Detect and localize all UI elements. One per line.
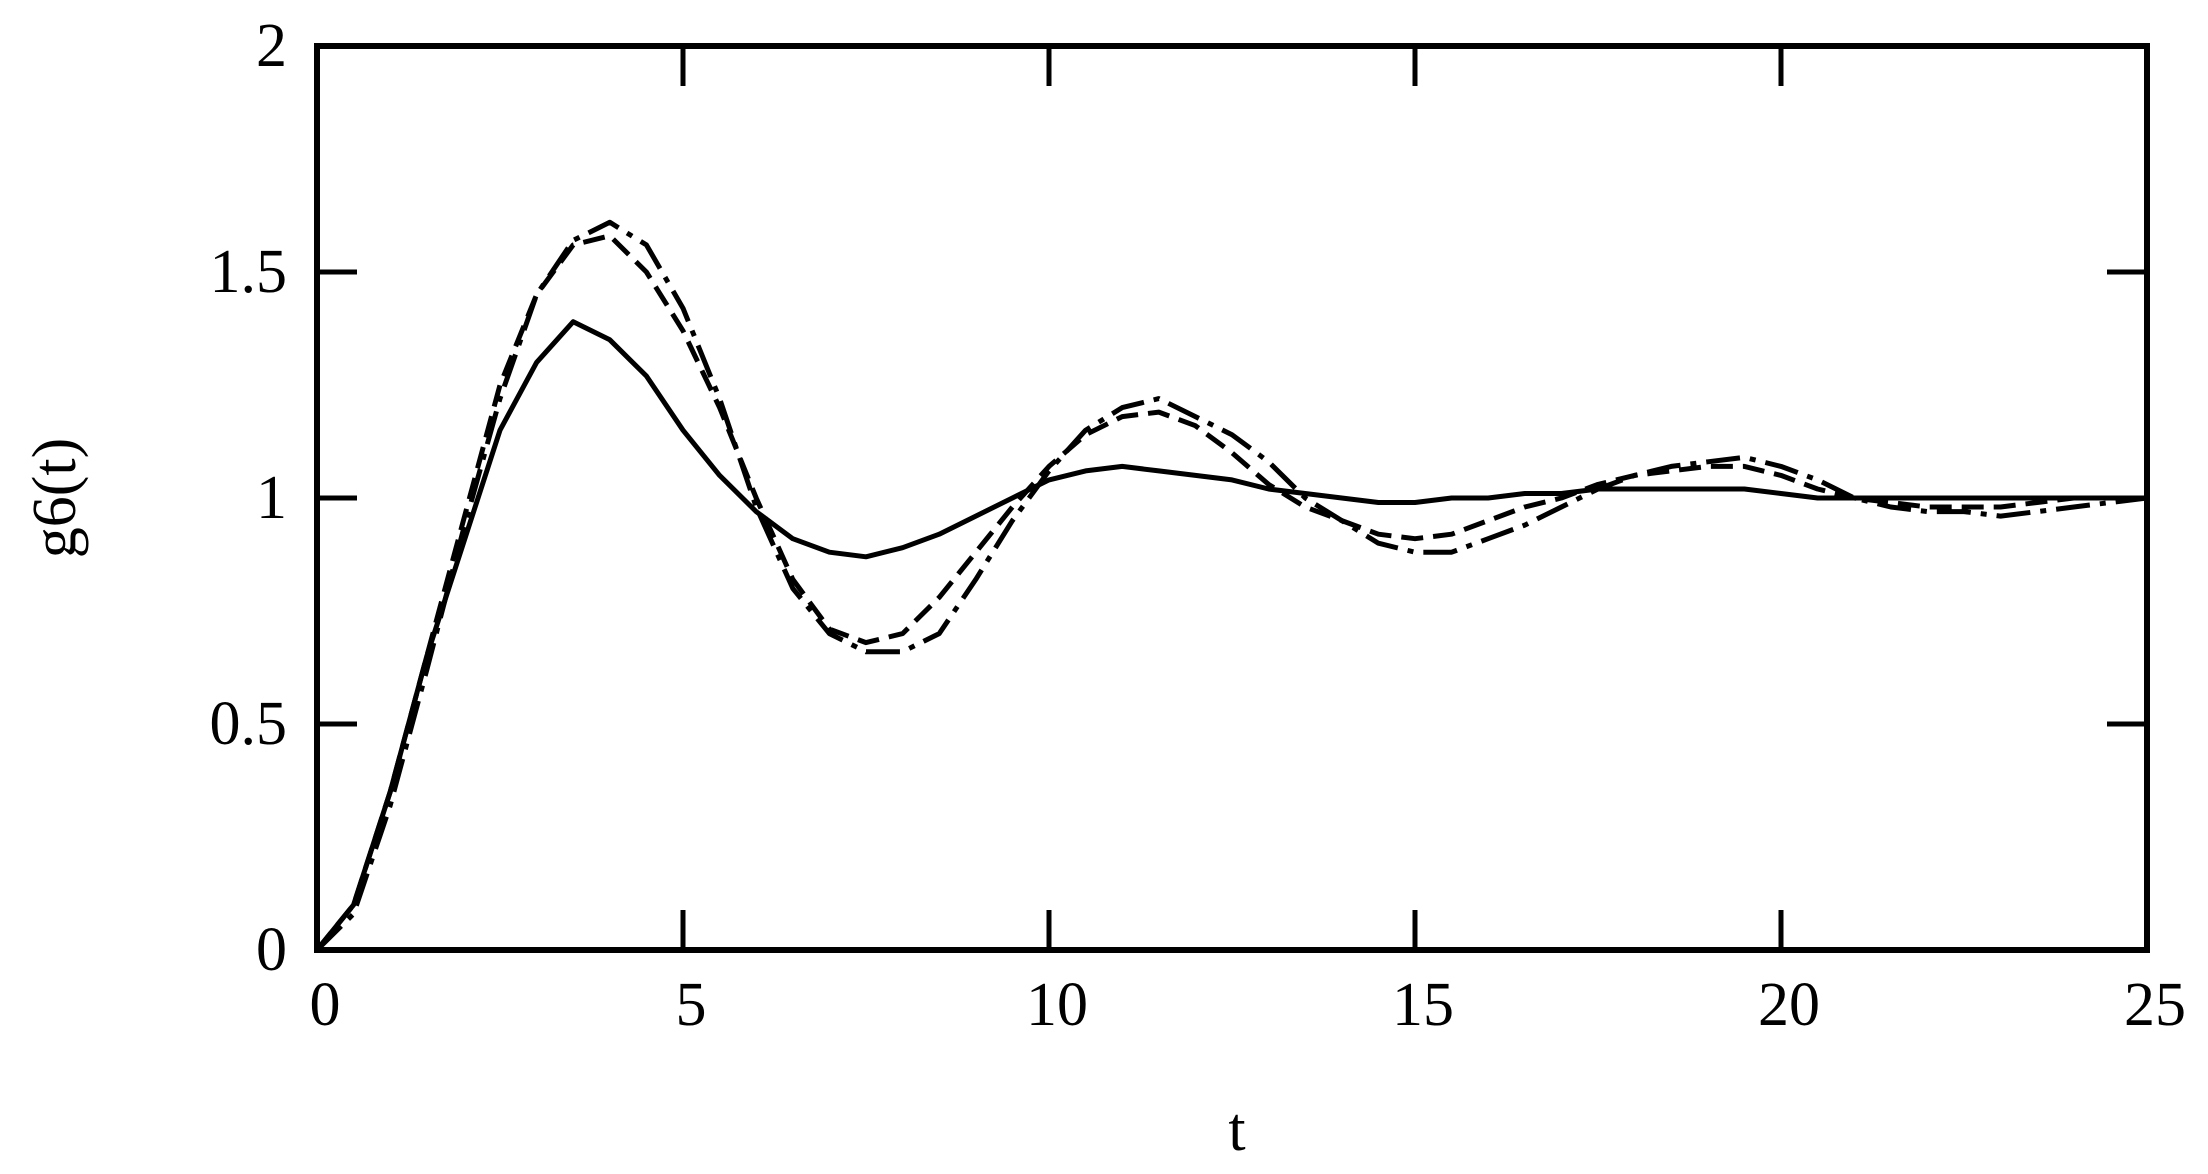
x-tick-label: 10 [1026,971,1088,1039]
data-line [315,219,2148,952]
y-tick-label: 1.5 [210,238,288,306]
plot-frame [314,43,2150,953]
x-tick-label: 25 [2124,971,2186,1039]
x-axis-label: t [1228,1096,1245,1164]
y-tick-label: 0 [256,916,287,984]
data-line [315,319,2147,952]
y-tick-label: 1 [256,464,287,532]
x-tick-label: 15 [1392,971,1454,1039]
x-tick-label: 20 [1758,971,1820,1039]
y-tick-label: 0.5 [210,690,288,758]
data-line [315,233,2147,952]
y-axis-label: g6(t) [21,438,89,559]
x-tick-label: 5 [676,971,707,1039]
y-tick-label: 2 [256,12,287,80]
x-tick-label: 0 [310,971,341,1039]
